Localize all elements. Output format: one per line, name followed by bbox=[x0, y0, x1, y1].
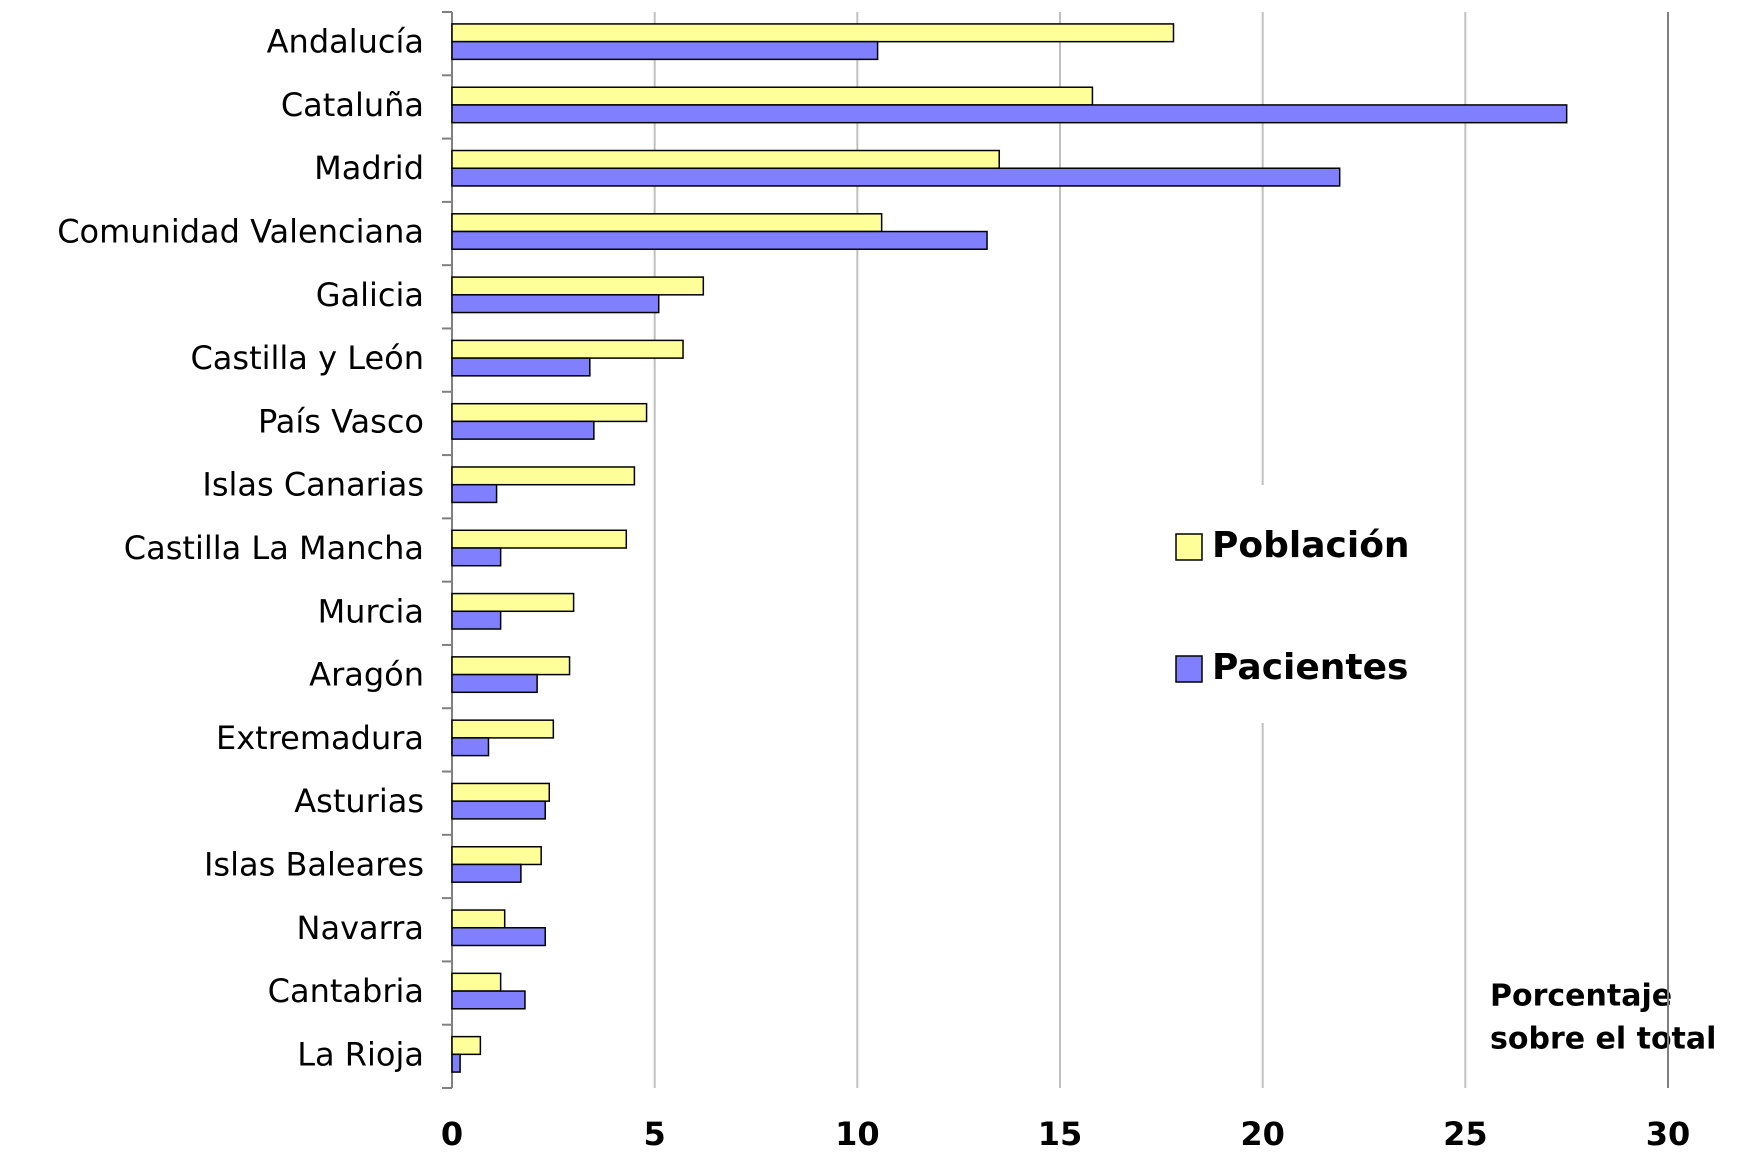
bar bbox=[451, 529, 628, 549]
x-tick-label: 15 bbox=[1038, 1115, 1083, 1152]
bar bbox=[451, 592, 575, 613]
bar bbox=[451, 167, 1341, 187]
bar bbox=[451, 610, 502, 630]
bar bbox=[451, 990, 526, 1010]
bar bbox=[451, 402, 648, 423]
y-tick-label: Cataluña bbox=[281, 86, 424, 124]
x-tick-label: 10 bbox=[835, 1115, 880, 1152]
bar bbox=[451, 909, 506, 929]
bar bbox=[451, 863, 522, 883]
bar bbox=[451, 972, 502, 992]
bar bbox=[451, 1053, 461, 1073]
bar bbox=[451, 1035, 482, 1056]
y-tick-label: Murcia bbox=[318, 592, 424, 630]
bar bbox=[451, 357, 591, 377]
bar bbox=[451, 213, 883, 233]
x-tick-label: 0 bbox=[441, 1115, 463, 1152]
y-tick-label: Navarra bbox=[297, 909, 424, 947]
y-tick-label: Asturias bbox=[294, 782, 424, 820]
y-tick-label: Islas Baleares bbox=[204, 845, 424, 883]
x-tick-label: 20 bbox=[1240, 1115, 1285, 1152]
bar bbox=[451, 40, 879, 61]
bar bbox=[451, 23, 1175, 43]
bar bbox=[451, 420, 595, 440]
bar bbox=[451, 104, 1568, 124]
y-tick-label: Castilla La Mancha bbox=[124, 529, 424, 567]
bar bbox=[451, 782, 551, 802]
legend-label: Población bbox=[1212, 525, 1410, 566]
y-tick-label: Castilla y León bbox=[190, 339, 424, 377]
legend-box bbox=[1165, 485, 1455, 723]
y-tick-label: Andalucía bbox=[267, 23, 424, 61]
y-tick-label: Comunidad Valenciana bbox=[57, 213, 424, 251]
bar bbox=[451, 339, 684, 359]
bar bbox=[451, 483, 498, 504]
bar bbox=[451, 737, 490, 757]
bar bbox=[451, 927, 546, 947]
legend-swatch bbox=[1175, 533, 1203, 561]
y-tick-label: Galicia bbox=[316, 276, 424, 314]
y-tick-label: Cantabria bbox=[268, 972, 424, 1010]
bar bbox=[451, 230, 988, 251]
legend-label: Pacientes bbox=[1212, 647, 1409, 688]
y-tick-label: La Rioja bbox=[297, 1035, 424, 1073]
x-axis-label: sobre el total bbox=[1490, 1022, 1716, 1057]
bar bbox=[451, 149, 1000, 169]
bar bbox=[451, 294, 660, 314]
legend-swatch bbox=[1175, 655, 1203, 683]
bar bbox=[451, 673, 538, 694]
bar bbox=[451, 719, 555, 739]
y-tick-label: Extremadura bbox=[216, 719, 424, 757]
y-tick-label: Islas Canarias bbox=[202, 466, 424, 504]
x-axis-label: Porcentaje bbox=[1490, 979, 1672, 1014]
x-tick-label: 25 bbox=[1443, 1115, 1488, 1152]
bar bbox=[451, 800, 546, 820]
bar bbox=[451, 547, 502, 567]
y-tick-label: Aragón bbox=[309, 656, 424, 694]
y-tick-label: Madrid bbox=[314, 149, 424, 187]
bar bbox=[451, 466, 636, 486]
bar bbox=[451, 276, 705, 296]
bar bbox=[451, 86, 1094, 106]
x-tick-label: 5 bbox=[644, 1115, 666, 1152]
y-tick-label: País Vasco bbox=[258, 402, 424, 440]
bar bbox=[451, 845, 542, 866]
bar bbox=[451, 656, 571, 676]
x-tick-label: 30 bbox=[1646, 1115, 1691, 1152]
